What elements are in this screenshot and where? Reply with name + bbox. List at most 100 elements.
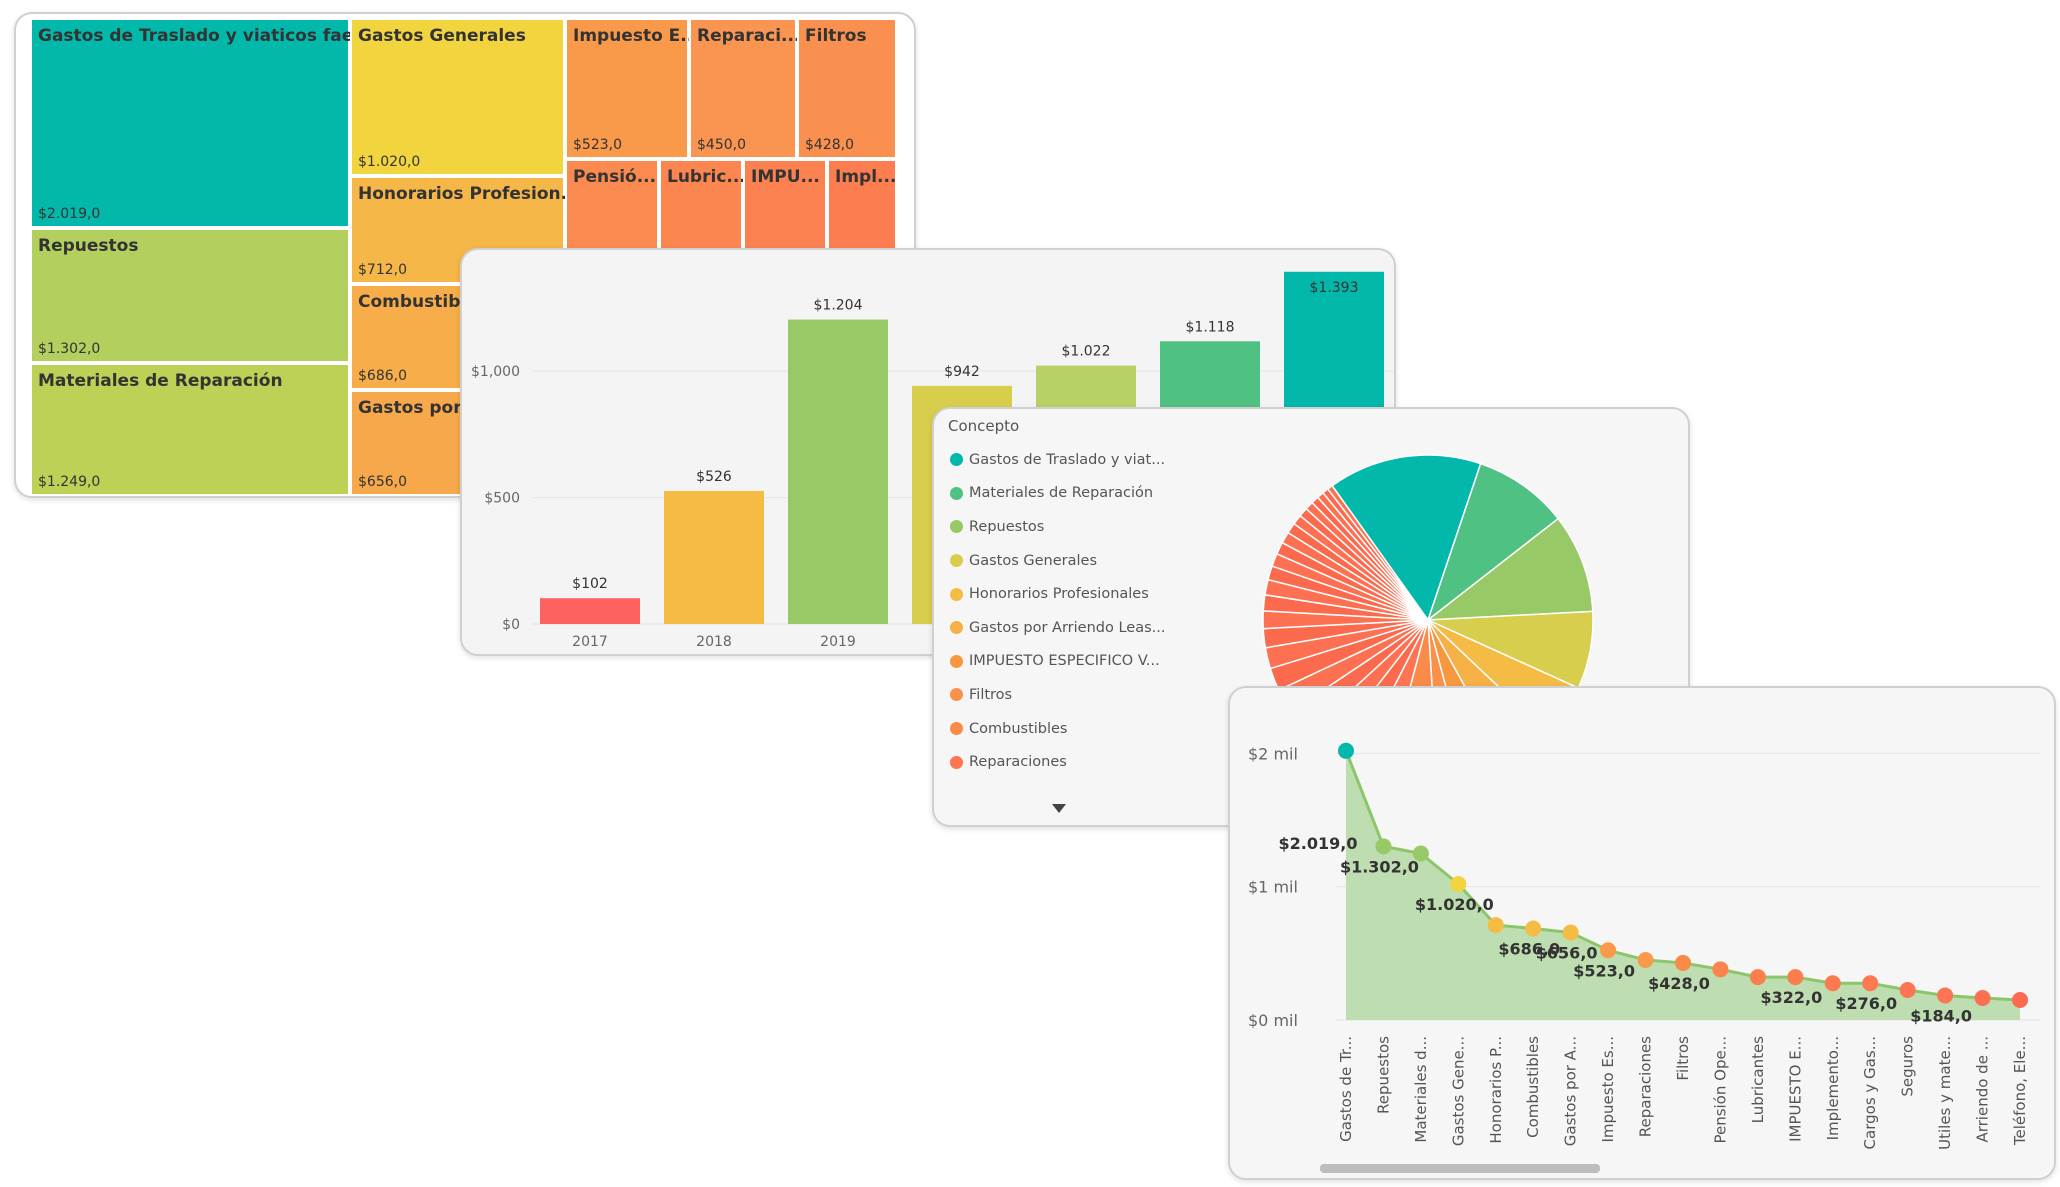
data-label: $656,0 [1536, 944, 1598, 963]
bar-value-label: $1.204 [814, 298, 863, 314]
x-tick-label: Honorarios P... [1487, 1036, 1505, 1144]
legend-dot [950, 755, 963, 769]
treemap-tile-label: Impl... [835, 167, 897, 187]
legend-dot [950, 486, 963, 500]
legend-item[interactable]: Reparaciones [950, 745, 1165, 779]
treemap-tile-value: $712,0 [358, 262, 407, 278]
legend-scroll-down-icon[interactable] [1052, 804, 1066, 813]
pie-slice [1311, 496, 1429, 621]
bar-value-label: $1.393 [1310, 280, 1359, 296]
treemap-tile[interactable]: Gastos Generales $1.020,0 [350, 18, 565, 176]
data-point [1824, 975, 1841, 992]
pie-slice [1262, 610, 1429, 630]
treemap-tile[interactable]: Filtros $428,0 [797, 18, 897, 159]
x-tick-label: Repuestos [1374, 1036, 1392, 1114]
legend-item[interactable]: IMPUESTO ESPECIFICO V... [950, 645, 1165, 679]
x-tick-label: Materiales d... [1412, 1036, 1430, 1143]
pie-slice [1275, 541, 1429, 621]
x-tick-label: Implemento... [1824, 1036, 1842, 1140]
legend: Gastos de Traslado y viat... Materiales d… [950, 443, 1165, 779]
x-tick-label: Gastos de Tr... [1337, 1036, 1355, 1142]
treemap-tile[interactable]: Materiales de Reparación $1.249,0 [30, 363, 350, 496]
treemap-tile-label: Repuestos [38, 236, 139, 256]
data-label: $276,0 [1835, 994, 1897, 1013]
treemap-tile-value: $523,0 [573, 137, 622, 153]
legend-item[interactable]: Combustibles [950, 712, 1165, 746]
bar-value-label: $526 [696, 469, 732, 485]
x-tick-label: Reparaciones [1637, 1036, 1655, 1137]
bar [788, 319, 888, 624]
legend-item[interactable]: Gastos de Traslado y viat... [950, 443, 1165, 477]
treemap-tile[interactable]: Lubric... [659, 159, 746, 254]
y-tick-label: $1,000 [471, 364, 520, 380]
legend-title: Concepto [948, 417, 1020, 435]
data-label: $322,0 [1760, 988, 1822, 1007]
treemap-tile-value: $1.020,0 [358, 154, 421, 170]
horizontal-scrollbar [1320, 1164, 1600, 1173]
treemap-tile-label: Reparaci... [697, 26, 801, 46]
treemap-tile-label: Gastos Generales [358, 26, 526, 46]
data-point [1675, 954, 1691, 971]
treemap-tile-label: Lubric... [667, 167, 746, 187]
treemap-tile[interactable]: IMPU... [743, 159, 827, 254]
data-point [2012, 992, 2028, 1008]
treemap-tile[interactable]: Impuesto E... $523,0 [565, 18, 700, 159]
treemap-tile-value: $428,0 [805, 137, 854, 153]
pie-slice [1316, 491, 1429, 621]
pie-slice [1425, 517, 1594, 621]
x-tick-label: Teléfono, Ele... [2011, 1036, 2029, 1146]
treemap-tile[interactable]: Impl... [827, 159, 897, 254]
x-tick-label: 2019 [820, 634, 856, 650]
x-tick-label: Gastos Gene... [1449, 1036, 1467, 1146]
legend-dot [950, 520, 963, 534]
treemap-tile-label: Gastos de Traslado y viaticos faenas [38, 26, 387, 46]
treemap-tile-value: $1.302,0 [38, 341, 101, 357]
legend-label: Gastos de Traslado y viat... [969, 451, 1166, 468]
treemap-tile-label: Filtros [805, 26, 867, 46]
bar-value-label: $1.022 [1062, 344, 1111, 360]
bar [664, 490, 764, 624]
legend-label: Honorarios Profesionales [969, 586, 1149, 603]
treemap-tile-label: Impuesto E... [573, 26, 700, 46]
legend-item[interactable]: Gastos Generales [950, 544, 1165, 578]
legend-item[interactable]: Materiales de Reparación [950, 477, 1165, 511]
legend-item[interactable]: Gastos por Arriendo Leas... [950, 611, 1165, 645]
data-label: $523,0 [1573, 961, 1635, 980]
pie-slice [1286, 522, 1429, 621]
treemap-tile-value: $2.019,0 [38, 206, 101, 222]
data-label: $686,0 [1498, 940, 1560, 959]
data-label: $184,0 [1910, 1006, 1972, 1025]
treemap-tile-value: $450,0 [697, 137, 746, 153]
legend-dot [950, 654, 963, 668]
data-point [1525, 920, 1542, 937]
treemap-tile-value: $1.249,0 [38, 474, 101, 490]
x-tick-label: Gastos por A... [1562, 1036, 1580, 1146]
data-point [1974, 990, 1991, 1006]
treemap-tile[interactable]: Pensió... [565, 159, 659, 254]
pie-slice [1305, 501, 1429, 621]
treemap-tile-label: Honorarios Profesion... [358, 184, 581, 204]
pie-slice [1299, 507, 1429, 621]
treemap-tile[interactable]: Repuestos $1.302,0 [30, 228, 350, 363]
treemap-tile[interactable]: Reparaci... $450,0 [689, 18, 801, 159]
legend-label: Gastos por Arriendo Leas... [969, 619, 1166, 636]
pie-slice [1262, 593, 1429, 621]
legend-item[interactable]: Repuestos [950, 510, 1165, 544]
area-chart-visual[interactable]: $0 mil $1 mil $2 mil $2.019,0 Gastos de Tr..… [1228, 686, 2056, 1180]
pie-slice [1267, 565, 1429, 621]
data-point [1749, 969, 1766, 986]
pie-slice [1426, 462, 1560, 623]
treemap-tile-value: $686,0 [358, 368, 407, 384]
treemap-tile[interactable]: Gastos de Traslado y viaticos faenas $2.0… [30, 18, 387, 228]
x-tick-label: IMPUESTO E... [1786, 1036, 1804, 1142]
x-tick-label: Lubricantes [1749, 1036, 1767, 1124]
legend-label: Filtros [969, 686, 1013, 703]
treemap-tile-label: Materiales de Reparación [38, 371, 283, 391]
legend-label: Gastos Generales [969, 552, 1098, 569]
legend-item[interactable]: Honorarios Profesionales [950, 577, 1165, 611]
legend-item[interactable]: Filtros [950, 678, 1165, 712]
legend-dot [950, 453, 963, 467]
legend-label: IMPUESTO ESPECIFICO V... [969, 653, 1160, 670]
legend-label: Combustibles [969, 720, 1068, 737]
data-point [1712, 961, 1729, 978]
